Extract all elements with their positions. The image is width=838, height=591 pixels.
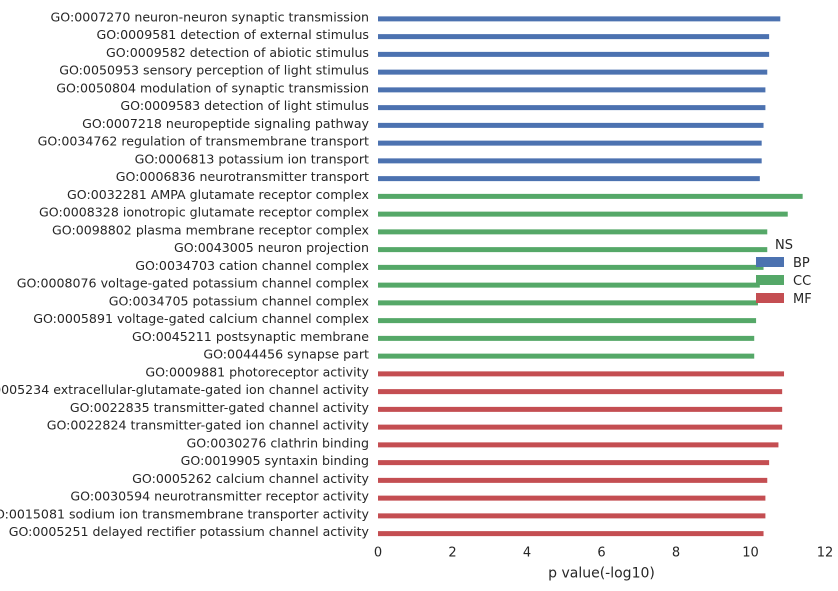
bar-cc-13 [378,229,768,235]
bar-mf-22 [378,389,783,395]
y-tick-label: GO:0030276 clathrin binding [187,435,369,450]
legend-title: NS [775,238,793,253]
y-tick-label: GO:0009881 photoreceptor activity [145,364,369,379]
y-tick-label: GO:0034703 cation channel complex [135,258,369,273]
y-tick-label: GO:0008076 voltage-gated potassium chann… [17,276,370,291]
legend-swatch-mf [756,293,784,303]
bar-bp-2 [378,34,770,40]
bar-cc-14 [378,247,768,253]
bar-cc-12 [378,211,788,217]
bar-cc-15 [378,264,764,270]
y-tick-label: GO:0008328 ionotropic glutamate receptor… [39,205,369,220]
legend-swatch-cc [756,275,784,285]
bar-mf-28 [378,495,766,501]
bar-mf-27 [378,477,768,483]
bar-bp-4 [378,69,768,75]
bar-cc-17 [378,300,758,306]
x-tick-label: 4 [523,546,531,561]
legend-swatch-bp [756,257,784,267]
bar-cc-16 [378,282,760,288]
y-tick-label: GO:0050804 modulation of synaptic transm… [56,80,369,95]
bar-cc-11 [378,193,803,199]
y-tick-labels: GO:0007270 neuron-neuron synaptic transm… [0,9,370,539]
bar-bp-8 [378,140,762,146]
y-tick-label: GO:0007270 neuron-neuron synaptic transm… [51,9,369,24]
bar-bp-7 [378,122,764,128]
y-tick-label: GO:0034705 potassium channel complex [109,293,370,308]
y-tick-label: GO:0009581 detection of external stimulu… [96,27,369,42]
y-tick-label: GO:0005251 delayed rectifier potassium c… [9,524,370,539]
legend-label-cc: CC [793,274,811,289]
y-tick-label: GO:0098802 plasma membrane receptor comp… [52,222,370,237]
y-tick-label: GO:0045211 postsynaptic membrane [132,329,369,344]
x-tick-label: 2 [448,546,456,561]
y-tick-label: GO:0034762 regulation of transmembrane t… [38,134,369,149]
bar-bp-3 [378,51,770,57]
x-tick-label: 10 [742,546,759,561]
x-axis-label: p value(-log10) [548,566,655,582]
y-tick-label: GO:0030594 neurotransmitter receptor act… [70,489,369,504]
legend-label-mf: MF [793,292,812,307]
y-tick-label: GO:0005891 voltage-gated calcium channel… [33,311,369,326]
y-tick-label: GO:0044456 synapse part [203,347,369,362]
bar-mf-26 [378,460,770,466]
bar-bp-9 [378,158,762,164]
bar-bp-5 [378,87,766,93]
bars-layer [378,16,803,537]
bar-mf-30 [378,531,764,537]
y-tick-label: GO:0050953 sensory perception of light s… [59,63,369,78]
y-tick-label: GO:0005234 extracellular-glutamate-gated… [0,382,370,397]
y-tick-label: GO:0005262 calcium channel activity [132,471,369,486]
bar-mf-23 [378,406,783,412]
bar-mf-24 [378,424,783,430]
bar-bp-1 [378,16,781,22]
y-tick-label: GO:0009583 detection of light stimulus [120,98,369,113]
y-tick-label: GO:0032281 AMPA glutamate receptor compl… [67,187,370,202]
y-tick-label: GO:0022824 transmitter-gated ion channel… [47,418,370,433]
bar-bp-10 [378,176,760,182]
bar-mf-25 [378,442,779,448]
x-tick-labels: 0 2 4 6 8 10 12 [374,546,833,561]
y-tick-label: GO:0007218 neuropeptide signaling pathwa… [82,116,369,131]
x-tick-label: 0 [374,546,382,561]
y-tick-label: GO:0015081 sodium ion transmembrane tran… [0,506,370,521]
x-tick-label: 12 [817,546,834,561]
y-tick-label: GO:0006836 neurotransmitter transport [116,169,369,184]
y-tick-label: GO:0019905 syntaxin binding [181,453,369,468]
bar-mf-21 [378,371,785,377]
bar-cc-20 [378,353,755,359]
y-tick-label: GO:0043005 neuron projection [174,240,369,255]
y-tick-label: GO:0022835 transmitter-gated channel act… [70,400,370,415]
bar-mf-29 [378,513,766,519]
y-tick-label: GO:0006813 potassium ion transport [135,151,369,166]
bar-cc-19 [378,335,755,341]
bar-bp-6 [378,105,766,111]
bar-cc-18 [378,318,757,324]
legend-label-bp: BP [793,256,810,271]
x-tick-label: 6 [597,546,605,561]
x-tick-label: 8 [672,546,680,561]
y-tick-label: GO:0009582 detection of abiotic stimulus [106,45,369,60]
